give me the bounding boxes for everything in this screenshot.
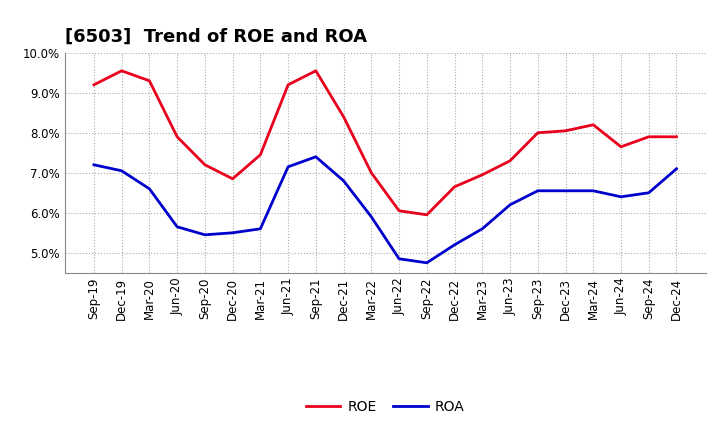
ROE [117, 68, 126, 73]
Legend: ROE, ROA: ROE, ROA [300, 394, 470, 419]
ROA [672, 166, 681, 172]
ROA [395, 256, 403, 261]
ROE [505, 158, 514, 163]
ROE [478, 172, 487, 177]
ROA [505, 202, 514, 207]
ROE [395, 208, 403, 213]
ROE [561, 128, 570, 133]
ROE [173, 134, 181, 139]
ROE [423, 212, 431, 217]
ROE [672, 134, 681, 139]
ROE [201, 162, 210, 168]
ROA [145, 186, 154, 191]
ROA [117, 168, 126, 173]
ROA [173, 224, 181, 229]
ROA [228, 230, 237, 235]
ROA [256, 226, 265, 231]
Line: ROA: ROA [94, 157, 677, 263]
ROA [312, 154, 320, 159]
Line: ROE: ROE [94, 71, 677, 215]
ROE [256, 152, 265, 158]
ROE [312, 68, 320, 73]
ROA [644, 190, 653, 195]
ROE [589, 122, 598, 128]
ROA [423, 260, 431, 265]
ROA [589, 188, 598, 194]
ROE [367, 170, 376, 176]
ROA [89, 162, 98, 168]
ROE [450, 184, 459, 190]
ROE [284, 82, 292, 88]
ROE [145, 78, 154, 84]
ROE [339, 114, 348, 119]
ROA [284, 164, 292, 169]
ROA [450, 242, 459, 247]
ROA [478, 226, 487, 231]
ROE [534, 130, 542, 136]
ROE [89, 82, 98, 88]
ROA [339, 178, 348, 183]
ROA [367, 214, 376, 220]
ROA [561, 188, 570, 194]
ROA [616, 194, 625, 199]
ROE [616, 144, 625, 150]
ROA [201, 232, 210, 238]
ROE [644, 134, 653, 139]
ROE [228, 176, 237, 181]
Text: [6503]  Trend of ROE and ROA: [6503] Trend of ROE and ROA [65, 28, 366, 46]
ROA [534, 188, 542, 194]
